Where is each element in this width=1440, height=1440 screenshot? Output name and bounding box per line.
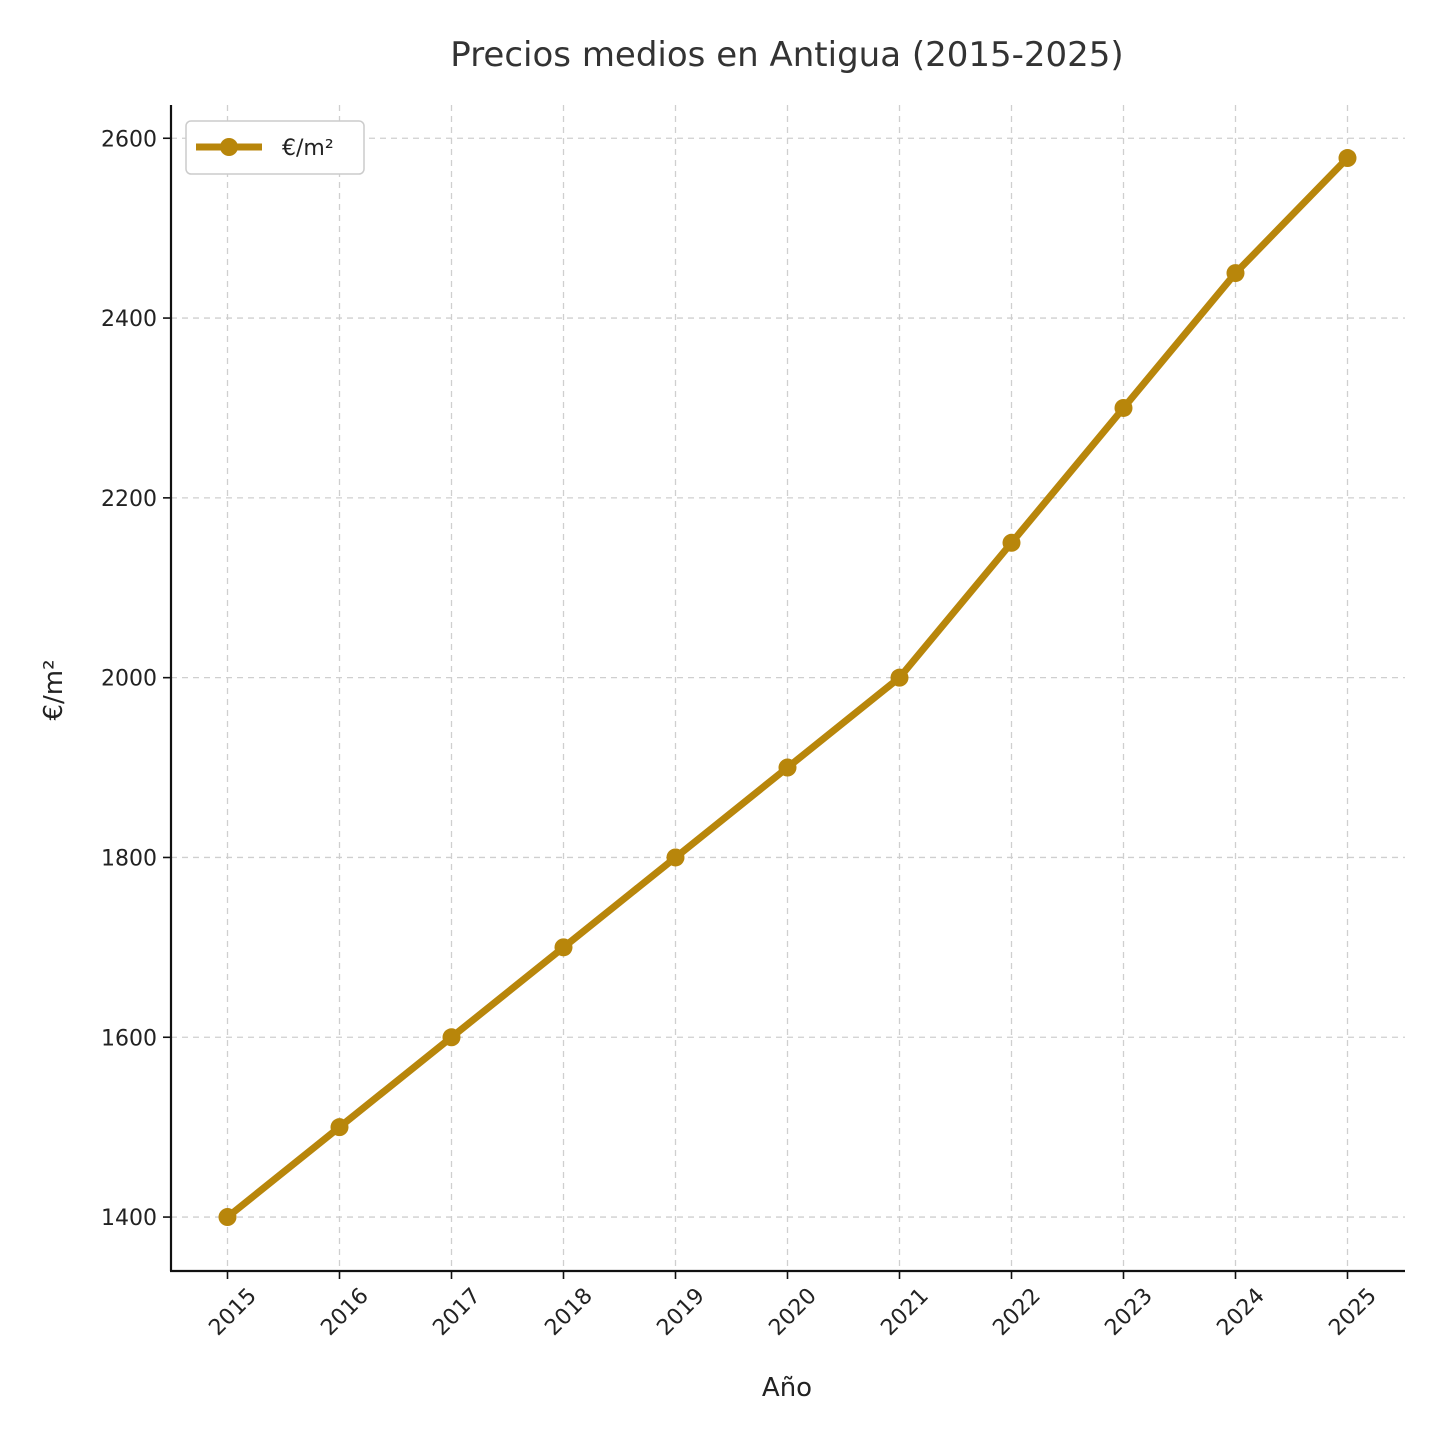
chart-title: Precios medios en Antigua (2015-2025)	[450, 35, 1123, 75]
data-point	[1114, 398, 1133, 417]
data-point	[554, 938, 573, 957]
legend-box	[185, 120, 365, 175]
y-tick-label: 1600	[101, 1026, 157, 1051]
y-tick-label: 2400	[101, 307, 157, 332]
x-axis-ticks: 2015 2016 2017 2018 2019 2020 2021 2022 2023 2024…	[204, 1271, 1382, 1341]
x-tick-label: 2020	[764, 1284, 821, 1341]
data-point	[666, 848, 685, 867]
y-tick-label: 2000	[101, 667, 157, 692]
data-point	[1002, 533, 1021, 552]
grid-lines	[171, 105, 1405, 1271]
legend-marker-swatch	[220, 138, 238, 156]
x-tick-label: 2023	[1100, 1284, 1157, 1341]
x-tick-label: 2021	[876, 1284, 933, 1341]
y-axis-label: €/m²	[39, 659, 69, 720]
legend: €/m²	[185, 120, 365, 175]
data-point	[218, 1208, 237, 1227]
data-point	[330, 1118, 349, 1137]
data-point	[442, 1028, 461, 1047]
data-point	[778, 758, 797, 777]
y-tick-label: 2200	[101, 487, 157, 512]
data-point	[890, 668, 909, 687]
x-tick-label: 2024	[1212, 1284, 1269, 1341]
data-point	[1226, 264, 1245, 283]
x-tick-label: 2018	[540, 1284, 597, 1341]
y-tick-label: 1400	[101, 1206, 157, 1231]
x-tick-label: 2015	[204, 1284, 261, 1341]
y-tick-label: 1800	[101, 846, 157, 871]
y-tick-label: 2600	[101, 127, 157, 152]
x-tick-label: 2019	[652, 1284, 709, 1341]
data-point	[1338, 149, 1357, 168]
x-tick-label: 2025	[1324, 1284, 1381, 1341]
legend-label: €/m²	[282, 136, 334, 161]
x-axis-label: Año	[762, 1373, 812, 1403]
y-axis-ticks: 1400 1600 1800 2000 2200 2400 2600	[101, 127, 171, 1231]
series-layer	[218, 149, 1357, 1227]
x-tick-label: 2017	[428, 1284, 485, 1341]
x-tick-label: 2022	[988, 1284, 1045, 1341]
x-tick-label: 2016	[316, 1284, 373, 1341]
